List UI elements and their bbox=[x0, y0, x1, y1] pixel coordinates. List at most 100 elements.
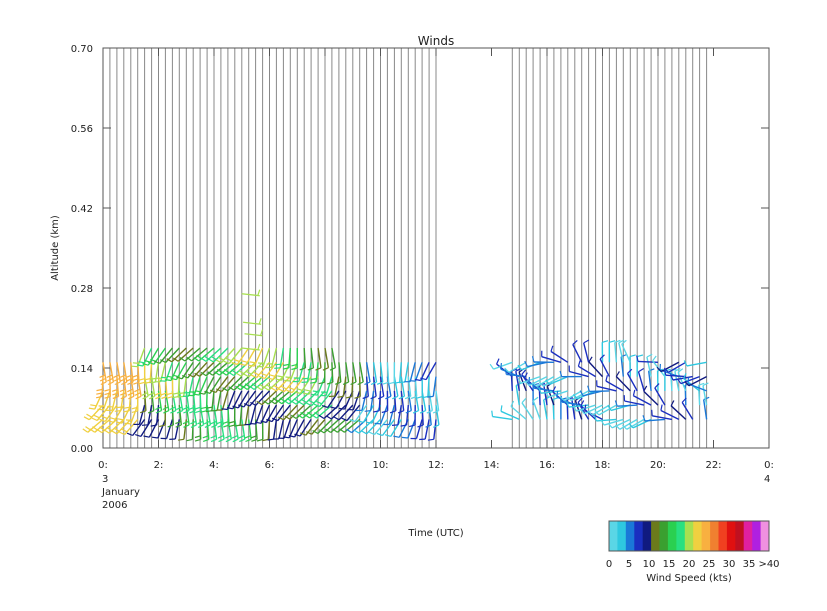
wind-barb bbox=[239, 347, 257, 366]
wind-barb bbox=[382, 362, 390, 385]
colorbar: 0 5 10 15 20 25 30 35 >40 bbox=[606, 520, 780, 570]
wind-barb bbox=[278, 419, 291, 439]
wind-barb bbox=[521, 397, 534, 420]
wind-barb bbox=[354, 376, 361, 399]
wind-barb bbox=[432, 390, 440, 414]
wind-barb bbox=[172, 347, 194, 362]
wind-barb bbox=[301, 362, 312, 383]
colorbar-swatch bbox=[625, 521, 635, 551]
wind-barb bbox=[238, 419, 246, 443]
wind-barb bbox=[205, 390, 215, 413]
wind-barb bbox=[148, 376, 156, 400]
wind-barb bbox=[669, 374, 693, 381]
wind-barb bbox=[127, 376, 135, 400]
wind-barb bbox=[325, 418, 347, 434]
wind-barb bbox=[136, 347, 153, 367]
wind-barb bbox=[347, 390, 361, 411]
wind-barb bbox=[190, 404, 198, 428]
colorbar-frame bbox=[608, 520, 770, 552]
wind-barb bbox=[600, 418, 624, 426]
wind-barb bbox=[155, 390, 163, 414]
wind-barb bbox=[207, 361, 229, 376]
wind-barb bbox=[559, 370, 582, 378]
wind-barb bbox=[531, 356, 554, 363]
wind-barb bbox=[334, 362, 342, 385]
wind-barb bbox=[703, 396, 710, 420]
wind-barb bbox=[643, 385, 659, 406]
wind-barb bbox=[397, 390, 405, 414]
wind-barb bbox=[274, 347, 285, 369]
wind-barb bbox=[538, 375, 562, 387]
wind-barb bbox=[388, 362, 396, 385]
wind-barb bbox=[326, 362, 334, 385]
y-axis-label: Altitude (km) bbox=[50, 215, 61, 281]
x-axis: 0: 2: 4: 6: 8: 10: 12: 14: 16: 18: 20: 22: 0: bbox=[98, 48, 774, 471]
wind-barb bbox=[531, 375, 555, 388]
wind-barb bbox=[408, 405, 416, 428]
wind-barb bbox=[504, 361, 527, 373]
wind-barb bbox=[328, 376, 340, 398]
wind-barb bbox=[587, 385, 610, 393]
wind-barb bbox=[621, 339, 631, 363]
wind-barb bbox=[126, 362, 134, 385]
wind-barb bbox=[622, 418, 645, 430]
wind-barb bbox=[433, 404, 440, 428]
wind-barb bbox=[364, 362, 371, 386]
wind-barb bbox=[601, 340, 609, 363]
wind-barb bbox=[111, 418, 132, 435]
wind-barb bbox=[376, 418, 395, 437]
wind-barb bbox=[353, 418, 375, 434]
wind-barb bbox=[272, 419, 285, 440]
wind-barb bbox=[332, 418, 354, 433]
wind-barb bbox=[318, 362, 326, 385]
wind-barb bbox=[381, 390, 389, 414]
wind-barb bbox=[599, 354, 611, 377]
wind-barb bbox=[583, 339, 590, 363]
wind-barb bbox=[683, 360, 707, 367]
colorbar-swatch bbox=[676, 521, 686, 551]
colorbar-tick-label: 35 bbox=[743, 559, 756, 570]
wind-barb bbox=[681, 397, 694, 420]
wind-barb bbox=[258, 361, 277, 380]
wind-barb bbox=[241, 343, 261, 351]
wind-barb bbox=[284, 404, 305, 420]
wind-barb bbox=[400, 405, 409, 427]
wind-barb bbox=[342, 362, 350, 385]
wind-barb bbox=[594, 404, 617, 416]
wind-barb bbox=[83, 404, 104, 421]
wind-barb bbox=[350, 362, 357, 386]
wind-barb bbox=[286, 376, 305, 394]
wind-barb bbox=[566, 390, 589, 402]
colorbar-tick-label: 30 bbox=[723, 559, 736, 570]
wind-barb bbox=[544, 390, 569, 398]
wind-barb bbox=[605, 375, 624, 392]
colorbar-swatch bbox=[609, 521, 618, 551]
y-tick-label: 0.14 bbox=[71, 364, 93, 375]
wind-barb bbox=[106, 362, 115, 386]
wind-barb bbox=[615, 371, 631, 392]
wind-barb bbox=[362, 376, 369, 400]
wind-barb bbox=[320, 376, 333, 397]
wind-barb bbox=[162, 390, 170, 414]
wind-barb bbox=[405, 390, 412, 414]
wind-barb bbox=[263, 390, 284, 405]
wind-barb bbox=[262, 419, 271, 442]
wind-barb bbox=[292, 362, 305, 383]
wind-barb bbox=[409, 362, 423, 382]
y-tick-label: 0.70 bbox=[71, 44, 93, 55]
wind-barb bbox=[186, 347, 208, 362]
wind-barb bbox=[166, 347, 187, 363]
wind-barb bbox=[216, 390, 229, 411]
wind-barb bbox=[419, 419, 430, 441]
wind-barb bbox=[541, 350, 562, 363]
wind-barb bbox=[545, 375, 569, 386]
wind-barb bbox=[270, 376, 291, 392]
wind-barb bbox=[587, 404, 610, 416]
wind-barb bbox=[321, 390, 340, 409]
colorbar-swatch bbox=[710, 521, 719, 551]
wind-barb bbox=[307, 347, 315, 371]
wind-barb bbox=[618, 339, 625, 363]
wind-barb bbox=[660, 404, 680, 421]
wind-barb bbox=[160, 419, 174, 440]
colorbar-swatch bbox=[701, 521, 711, 551]
